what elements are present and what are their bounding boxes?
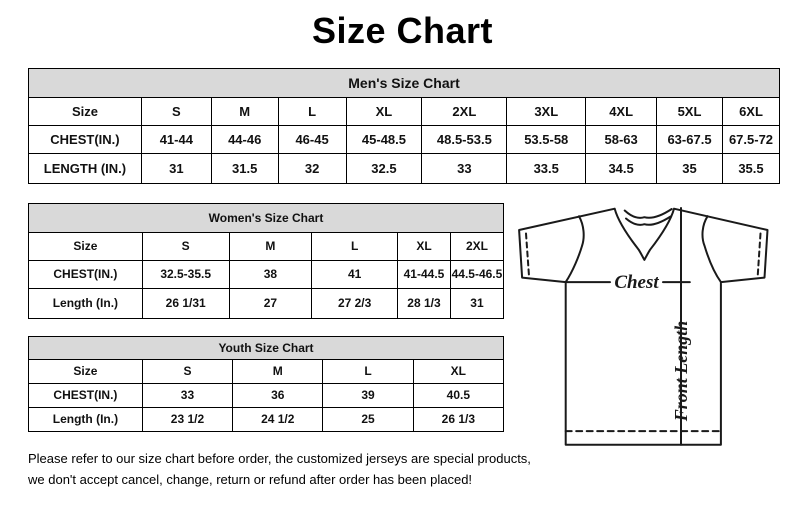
svg-text:Chest: Chest	[614, 272, 659, 293]
svg-text:Front Length: Front Length	[671, 321, 691, 423]
